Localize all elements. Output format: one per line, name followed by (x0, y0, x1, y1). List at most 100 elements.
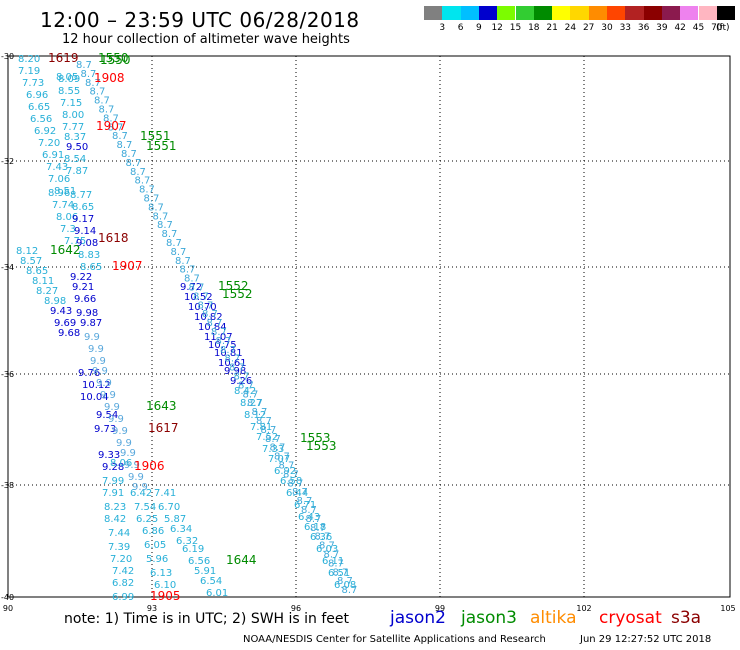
wave-height-value: 8.98 (44, 296, 66, 307)
wave-height-value: 8.23 (104, 502, 126, 513)
track-marker: 8.7 (337, 576, 353, 587)
longitude-label: 96 (291, 604, 301, 613)
wave-height-value: 6.70 (158, 502, 180, 513)
track-marker: 8.7 (333, 567, 349, 578)
wave-height-value: 9.33 (98, 450, 120, 461)
colorbar-label: 3 (439, 23, 446, 33)
track-marker: 9.9 (104, 402, 120, 413)
track-marker: 8.7 (162, 229, 178, 240)
track-marker: 8.7 (225, 354, 241, 365)
wave-height-value: 7.39 (108, 542, 130, 553)
wave-height-value: 10.75 (208, 340, 237, 351)
latitude-label: -38 (1, 481, 14, 490)
track-marker: 8.7 (306, 514, 322, 525)
latitude-label: -40 (1, 593, 14, 602)
track-marker: 9.9 (96, 378, 112, 389)
track-marker: 9.9 (88, 344, 104, 355)
pass-time-label: 1550 (100, 53, 131, 67)
wave-height-value: 10.84 (198, 322, 227, 333)
wave-height-value: 8.55 (58, 86, 80, 97)
wave-height-value: 10.70 (188, 302, 217, 313)
track-marker: 8.7 (81, 69, 97, 80)
track-marker: 8.7 (211, 327, 227, 338)
wave-height-value: 10.81 (214, 348, 243, 359)
wave-height-value: 7.43 (46, 162, 68, 173)
colorbar-label: 36 (637, 23, 650, 33)
track-marker: 8.7 (171, 247, 187, 258)
wave-height-value: 9.73 (94, 424, 116, 435)
colorbar-label: 39 (656, 23, 668, 33)
legend-cryosat: cryosat (599, 608, 662, 628)
wave-height-value: 6.08 (334, 580, 356, 591)
track-marker: 8.7 (193, 291, 209, 302)
track-marker: 8.7 (342, 585, 358, 596)
wave-height-value: 7.77 (62, 122, 84, 133)
wave-height-value: 8.83 (78, 250, 100, 261)
track-marker: 8.7 (324, 550, 340, 561)
wave-height-value: 6.13 (150, 568, 172, 579)
wave-height-value: 6.05 (144, 540, 166, 551)
track-marker: 9.9 (90, 356, 106, 367)
wave-height-value: 7.20 (38, 138, 60, 149)
colorbar-label: 12 (491, 23, 503, 33)
track-marker: 8.7 (94, 96, 110, 107)
legend-jason3: jason3 (461, 608, 517, 628)
track-marker: 8.7 (121, 149, 137, 160)
legend-jason2: jason2 (390, 608, 446, 628)
wave-height-value: 9.14 (74, 226, 96, 237)
track-marker: 8.7 (283, 469, 299, 480)
track-marker: 8.7 (135, 176, 151, 187)
wave-height-value: 7.87 (66, 166, 88, 177)
track-marker: 8.7 (85, 78, 101, 89)
wave-height-value: 6.01 (206, 588, 228, 599)
track-marker: 9.9 (120, 448, 136, 459)
wave-height-value: 7.44 (108, 528, 130, 539)
wave-height-value: 6.96 (26, 90, 48, 101)
pass-time-label: 1551 (140, 129, 171, 143)
map-title: 12:00 – 23:59 UTC 06/28/2018 (40, 8, 360, 32)
track-marker: 8.7 (279, 461, 295, 472)
wave-height-value: 6.51 (328, 568, 350, 579)
wave-height-value: 10.82 (194, 312, 223, 323)
track-marker: 8.7 (112, 131, 128, 142)
track-marker: 8.7 (166, 238, 182, 249)
pass-time-label: 1907 (96, 119, 127, 133)
track-marker: 8.7 (292, 487, 308, 498)
track-marker: 8.7 (103, 113, 119, 124)
wave-height-value: 10.04 (80, 392, 109, 403)
colorbar-label: 45 (692, 23, 705, 33)
track-marker: 8.7 (157, 220, 173, 231)
wave-height-value: 7.20 (110, 554, 132, 565)
track-marker: 8.7 (108, 122, 124, 133)
wave-height-value: 6.43 (298, 512, 320, 523)
wave-height-value: 9.69 (54, 318, 76, 329)
track-marker: 8.7 (328, 558, 344, 569)
wave-height-value: 8.54 (64, 154, 86, 165)
wave-height-value: 9.17 (72, 214, 94, 225)
wave-height-value: 6.10 (154, 580, 176, 591)
track-marker: 8.7 (238, 380, 254, 391)
wave-height-value: 9.76 (78, 368, 100, 379)
colorbar-units: (ft) (716, 23, 730, 33)
wave-height-value: 5.91 (194, 566, 216, 577)
wave-height-value: 10.52 (184, 292, 213, 303)
wave-height-value: 9.98 (224, 366, 246, 377)
colorbar-swatch (607, 6, 626, 20)
wave-height-value: 6.54 (200, 576, 222, 587)
track-marker: 8.7 (310, 523, 326, 534)
track-marker: 9.9 (132, 482, 148, 493)
wave-height-value: 8.65 (72, 202, 94, 213)
pass-time-label: 1618 (98, 231, 129, 245)
colorbar-swatch (680, 6, 699, 20)
track-marker: 8.7 (234, 372, 250, 383)
wave-height-value: 7.3 (60, 224, 76, 235)
wave-height-value: 7.07 (268, 454, 290, 465)
track-marker: 8.7 (153, 211, 169, 222)
legend-altika: altika (530, 608, 577, 628)
pass-time-label: 1550 (98, 51, 129, 65)
wave-height-value: 9.26 (230, 376, 252, 387)
colorbar-swatch (588, 6, 607, 20)
colorbar-label: 70 (711, 23, 723, 33)
track-marker: 8.7 (126, 158, 142, 169)
wave-height-value: 6.92 (34, 126, 56, 137)
